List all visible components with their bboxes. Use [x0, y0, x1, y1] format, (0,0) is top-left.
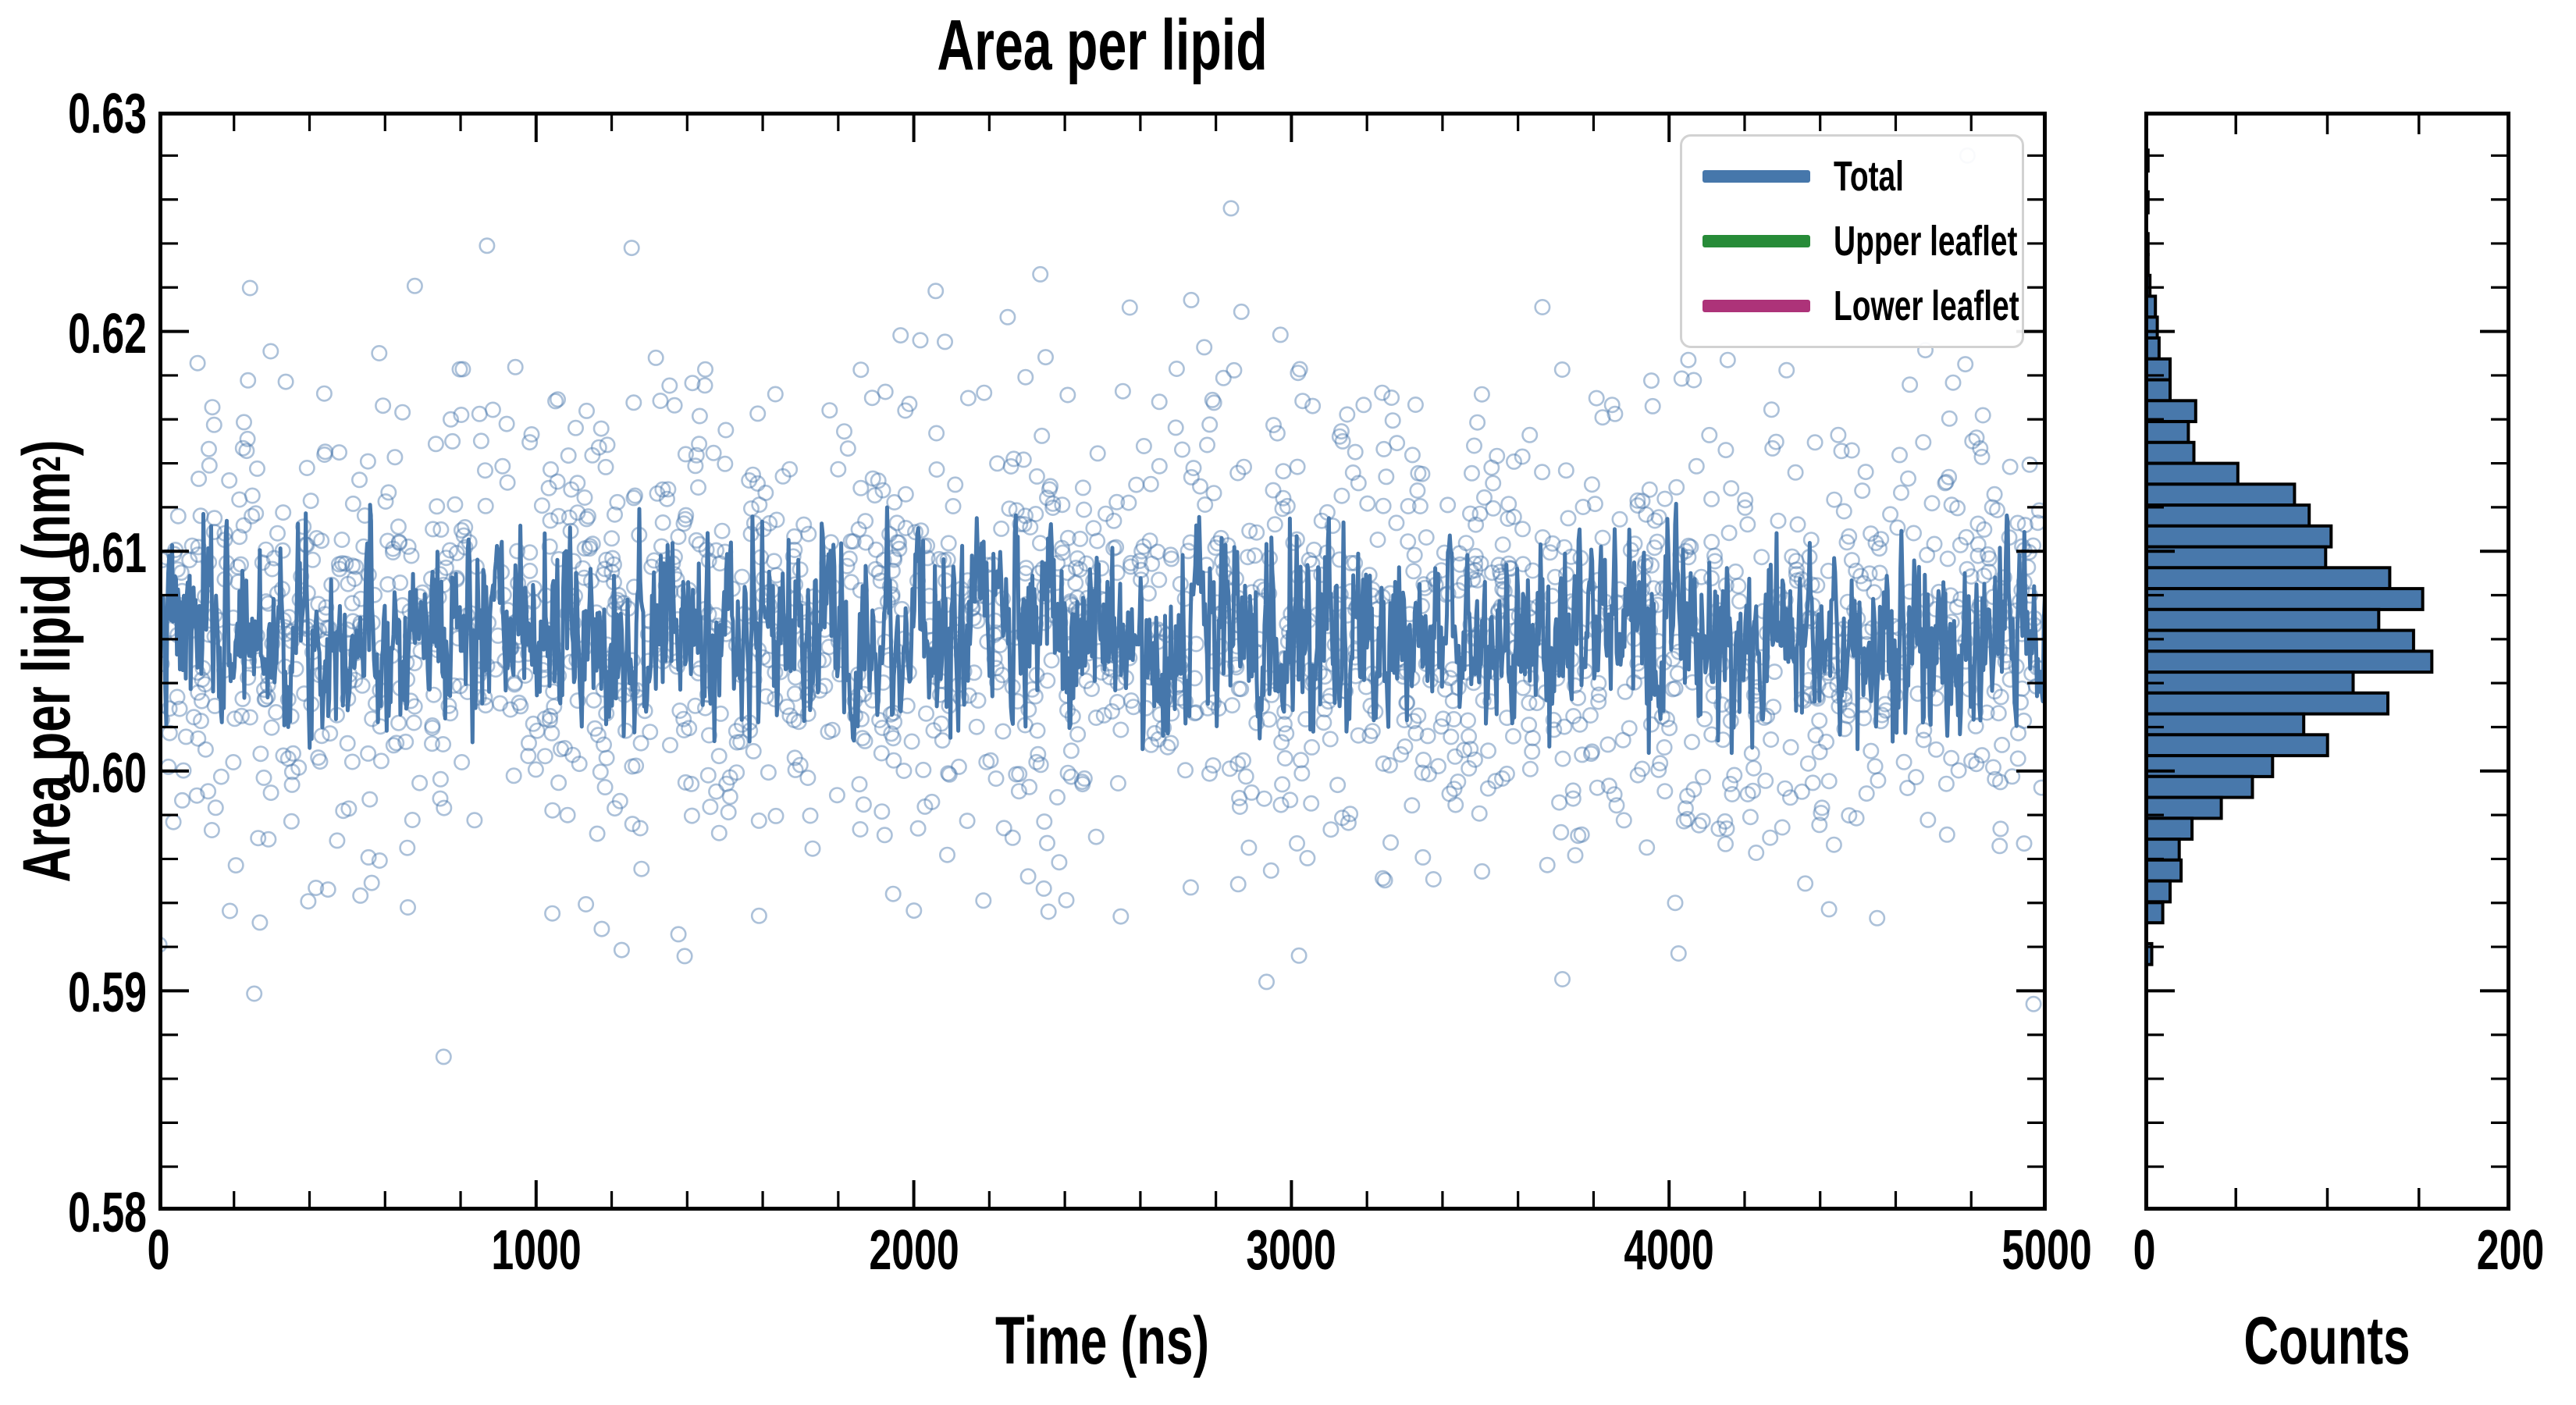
page-title: Area per lipid: [937, 5, 1268, 85]
legend-label: Lower leaflet: [1834, 282, 2019, 329]
main-axis-ticks: [162, 116, 2043, 1207]
y-tick-label-0.58: 0.58: [68, 1182, 147, 1244]
y-tick-label-0.59: 0.59: [68, 962, 147, 1025]
x-tick-label-1000: 1000: [491, 1219, 582, 1282]
histogram-bars: [2144, 148, 2434, 966]
x-tick-label-5000: 5000: [2001, 1219, 2092, 1282]
main-plot: [158, 112, 2047, 1211]
x-tick-label-4000: 4000: [1624, 1219, 1714, 1282]
y-axis-label: Area per lipid (nm2): [9, 408, 84, 914]
legend-row-lower-leaflet: Lower leaflet: [1703, 285, 2019, 327]
histogram-plot: [2144, 112, 2510, 1211]
y-axis-label-superscript: 2: [25, 456, 69, 472]
plot-frame: [2144, 112, 2510, 1211]
counts-tick-label-0: 0: [2133, 1219, 2156, 1282]
y-tick-label-0.63: 0.63: [68, 83, 147, 145]
legend-swatch-3: [1703, 299, 1810, 312]
legend-row-total: Total: [1703, 155, 2001, 197]
y-tick-label-0.60: 0.60: [68, 742, 147, 805]
y-tick-label-0.61: 0.61: [68, 522, 147, 585]
legend-label: Upper leaflet: [1834, 217, 2018, 265]
x-axis-label-counts: Counts: [2243, 1304, 2411, 1378]
x-axis-label-time: Time (ns): [994, 1304, 1210, 1378]
plot-frame: [158, 112, 2047, 1211]
legend-label: Total: [1834, 153, 1904, 201]
legend-row-upper-leaflet: Upper leaflet: [1703, 220, 2018, 262]
x-tick-label-3000: 3000: [1246, 1219, 1337, 1282]
y-axis-label-close: ): [9, 439, 84, 457]
x-tick-label-0: 0: [147, 1219, 170, 1282]
hist-axis-ticks: [2148, 116, 2507, 1207]
legend-swatch-2: [1703, 234, 1810, 247]
counts-tick-label-200: 200: [2476, 1219, 2545, 1282]
y-tick-label-0.62: 0.62: [68, 302, 147, 365]
line-total: [158, 501, 2047, 756]
x-tick-label-2000: 2000: [868, 1219, 959, 1282]
legend: Total Upper leaflet Lower leaflet: [1680, 134, 2024, 348]
legend-swatch-1: [1703, 170, 1810, 183]
